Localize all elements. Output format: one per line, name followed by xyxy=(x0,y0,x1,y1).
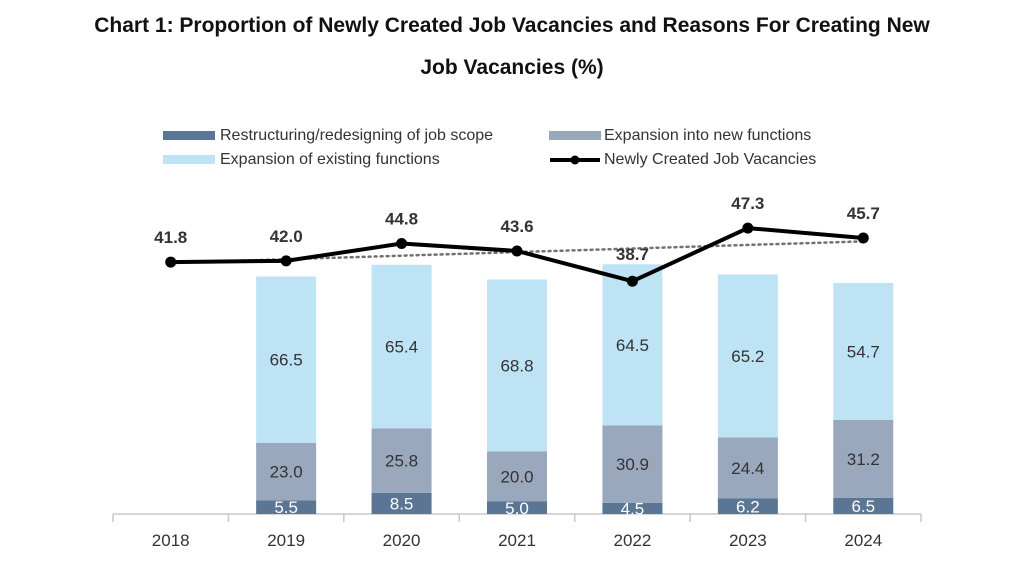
data-label-existing-functions: 64.5 xyxy=(616,336,649,355)
data-label-restructuring: 8.5 xyxy=(390,494,414,513)
data-label-restructuring: 4.5 xyxy=(621,499,645,518)
bar-new-functions xyxy=(487,451,547,502)
chart-title-line2: Job Vacancies (%) xyxy=(420,56,604,79)
bar-restructuring xyxy=(371,492,432,514)
bar-restructuring xyxy=(602,502,663,514)
data-label-new-functions: 20.0 xyxy=(500,468,533,487)
x-tick-label: 2023 xyxy=(729,531,767,550)
bar-existing-functions xyxy=(602,264,663,426)
line-point xyxy=(511,245,523,257)
bar-new-functions xyxy=(717,437,778,499)
bar-restructuring xyxy=(833,497,894,514)
data-label-vacancies: 43.6 xyxy=(500,217,533,236)
bar-new-functions xyxy=(371,428,432,493)
data-label-existing-functions: 65.2 xyxy=(731,347,764,366)
bar-existing-functions xyxy=(371,264,432,429)
bar-restructuring xyxy=(256,500,317,514)
x-tick-label: 2020 xyxy=(383,531,421,550)
legend-label-existing-functions: Expansion of existing functions xyxy=(220,151,440,168)
legend-label-new-functions: Expansion into new functions xyxy=(604,127,812,144)
data-label-existing-functions: 65.4 xyxy=(385,338,418,357)
bar-restructuring xyxy=(717,498,778,514)
data-label-new-functions: 30.9 xyxy=(616,455,649,474)
x-tick-label: 2024 xyxy=(844,531,882,550)
line-point xyxy=(742,222,754,234)
data-label-restructuring: 6.5 xyxy=(851,497,875,516)
data-label-vacancies: 42.0 xyxy=(270,227,303,246)
data-label-vacancies: 45.7 xyxy=(847,204,880,223)
data-label-existing-functions: 54.7 xyxy=(847,342,880,361)
x-tick-label: 2021 xyxy=(498,531,536,550)
data-label-new-functions: 31.2 xyxy=(847,450,880,469)
bar-new-functions xyxy=(833,419,894,498)
legend-label-restructuring: Restructuring/redesigning of job scope xyxy=(220,127,494,144)
data-label-existing-functions: 68.8 xyxy=(500,357,533,376)
legend-swatch-restructuring xyxy=(163,131,215,140)
line-point xyxy=(857,232,869,244)
bar-existing-functions xyxy=(833,283,894,420)
data-label-new-functions: 24.4 xyxy=(731,459,764,478)
data-label-vacancies: 41.8 xyxy=(154,228,187,247)
data-label-vacancies: 38.7 xyxy=(616,245,649,264)
data-label-restructuring: 6.2 xyxy=(736,497,760,516)
legend-swatch-vacancies xyxy=(550,155,600,165)
line-point xyxy=(165,256,177,268)
bar-restructuring xyxy=(487,501,547,514)
data-label-existing-functions: 66.5 xyxy=(270,351,303,370)
data-label-new-functions: 23.0 xyxy=(270,463,303,482)
line-point xyxy=(280,255,292,267)
bar-existing-functions xyxy=(256,276,317,443)
chart-legend: Restructuring/redesigning of job scope E… xyxy=(0,0,1024,200)
data-label-new-functions: 25.8 xyxy=(385,452,418,471)
chart-title-line1: Chart 1: Proportion of Newly Created Job… xyxy=(94,14,930,37)
x-tick-label: 2018 xyxy=(152,531,190,550)
bar-new-functions xyxy=(256,442,317,501)
data-label-vacancies: 47.3 xyxy=(731,194,764,213)
bar-new-functions xyxy=(602,425,663,503)
x-tick-label: 2022 xyxy=(614,531,652,550)
bar-existing-functions xyxy=(717,274,778,438)
data-label-vacancies: 44.8 xyxy=(385,210,418,229)
bar-existing-functions xyxy=(487,279,547,452)
data-label-restructuring: 5.0 xyxy=(505,499,529,518)
data-label-restructuring: 5.5 xyxy=(274,498,298,517)
legend-swatch-new-functions xyxy=(549,131,601,140)
x-tick-label: 2019 xyxy=(267,531,305,550)
legend-swatch-existing-functions xyxy=(163,155,215,164)
line-point xyxy=(626,275,638,287)
line-point xyxy=(396,238,408,250)
legend-label-vacancies: Newly Created Job Vacancies xyxy=(604,151,817,168)
